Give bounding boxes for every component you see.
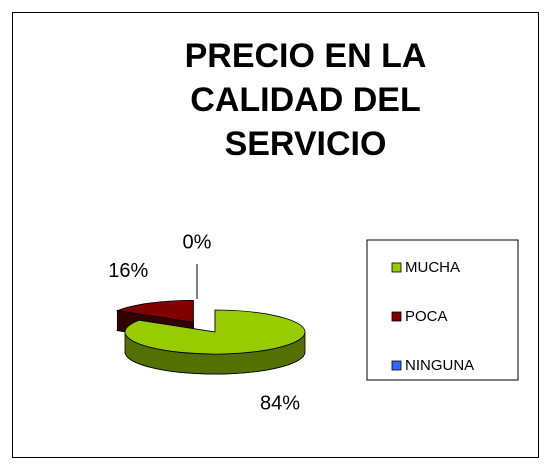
slice bbox=[124, 309, 306, 355]
legend-label: NINGUNA bbox=[405, 357, 474, 374]
legend-swatch bbox=[391, 360, 402, 371]
slice bbox=[115, 299, 194, 323]
legend-swatch bbox=[391, 311, 402, 322]
legend-label: POCA bbox=[405, 308, 448, 325]
data-label: 16% bbox=[108, 260, 148, 282]
legend-label: MUCHA bbox=[405, 259, 460, 276]
chart-frame bbox=[12, 12, 539, 458]
legend-box bbox=[366, 239, 519, 381]
chart-title: PRECIO EN LA CALIDAD DEL SERVICIO bbox=[184, 37, 427, 163]
data-label: 84% bbox=[260, 393, 300, 415]
data-label: 0% bbox=[183, 231, 212, 253]
legend-swatch bbox=[391, 262, 402, 273]
legend: MUCHA POCA NINGUNA bbox=[391, 259, 474, 374]
